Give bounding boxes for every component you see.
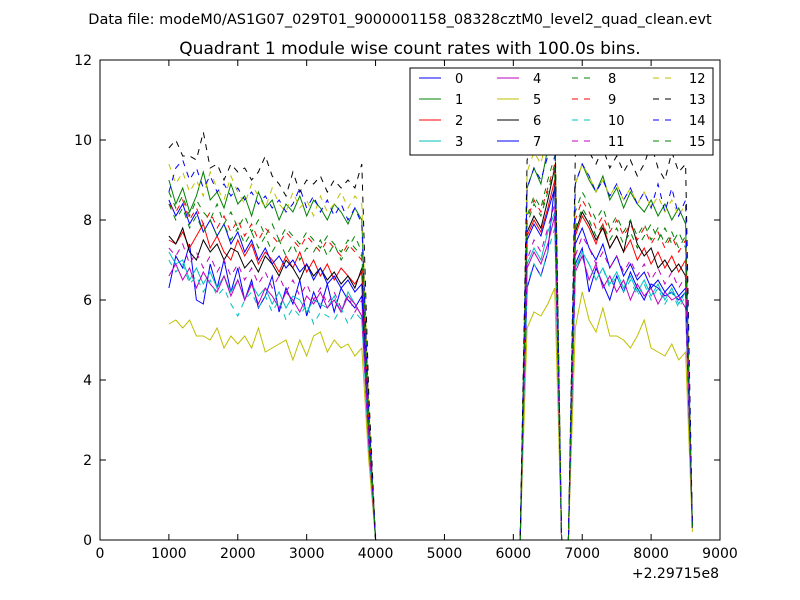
y-tick-label-4: 4 [83, 373, 92, 389]
legend-label-7: 7 [533, 135, 541, 150]
series-line-12 [168, 107, 693, 541]
legend-label-14: 14 [689, 114, 706, 129]
legend-label-15: 15 [689, 135, 706, 150]
plot-series [168, 107, 693, 541]
x-tick-label-6000: 6000 [496, 546, 532, 562]
x-tick-label-5000: 5000 [427, 546, 463, 562]
legend-label-9: 9 [608, 93, 616, 108]
y-tick-label-8: 8 [83, 213, 92, 229]
y-tick-label-10: 10 [74, 133, 92, 149]
y-tick-label-6: 6 [83, 293, 92, 309]
x-tick-label-8000: 8000 [633, 546, 669, 562]
x-tick-label-4000: 4000 [358, 546, 394, 562]
series-line-6 [168, 167, 693, 541]
figure-suptitle: Data file: modeM0/AS1G07_029T01_90000011… [88, 12, 712, 28]
x-tick-label-9000: 9000 [702, 546, 738, 562]
legend-label-8: 8 [608, 72, 616, 87]
series-line-0 [168, 183, 693, 541]
x-tick-label-3000: 3000 [289, 546, 325, 562]
series-line-15 [168, 167, 693, 541]
legend-label-3: 3 [455, 135, 463, 150]
y-tick-label-0: 0 [83, 533, 92, 549]
series-line-8 [168, 155, 693, 541]
legend-label-12: 12 [689, 72, 706, 87]
x-tick-label-1000: 1000 [151, 546, 187, 562]
x-tick-label-2000: 2000 [220, 546, 256, 562]
series-line-2 [168, 179, 693, 541]
series-line-14 [168, 135, 693, 541]
legend-label-11: 11 [608, 135, 625, 150]
legend-label-10: 10 [608, 114, 625, 129]
legend-label-5: 5 [533, 93, 541, 108]
legend-label-0: 0 [455, 72, 463, 87]
legend-label-6: 6 [533, 114, 541, 129]
x-tick-label-0: 0 [96, 546, 105, 562]
x-axis: 0 1000 2000 3000 4000 5000 6000 7000 8000 9000 [96, 60, 738, 562]
x-offset-label: +2.29715e8 [632, 566, 719, 582]
series-line-10 [168, 227, 693, 541]
series-line-5 [168, 287, 693, 541]
series-line-11 [168, 203, 693, 541]
chart-title: Quadrant 1 module wise count rates with … [179, 39, 640, 59]
series-line-1 [168, 115, 693, 541]
legend-label-1: 1 [455, 93, 463, 108]
y-tick-label-12: 12 [74, 53, 92, 69]
series-line-13 [168, 111, 693, 541]
x-tick-label-7000: 7000 [564, 546, 600, 562]
legend-label-2: 2 [455, 114, 463, 129]
legend-label-4: 4 [533, 72, 541, 87]
legend-label-13: 13 [689, 93, 706, 108]
y-tick-label-2: 2 [83, 453, 92, 469]
legend-box [409, 67, 714, 156]
